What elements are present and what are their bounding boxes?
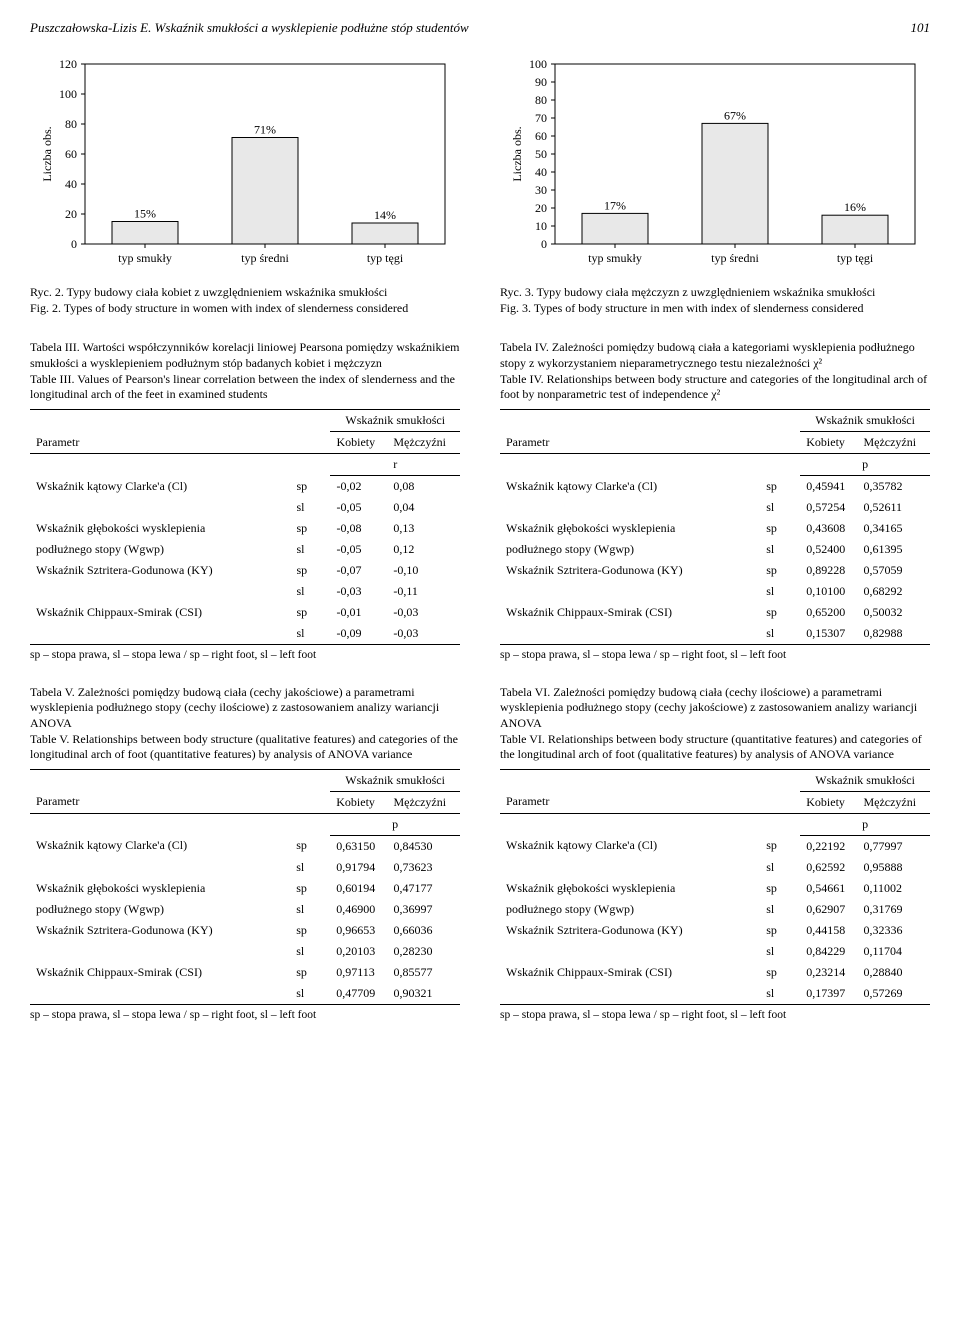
header-left: Puszczałowska-Lizis E. Wskaźnik smukłośc… — [30, 20, 469, 36]
svg-text:14%: 14% — [374, 208, 396, 222]
page-header: Puszczałowska-Lizis E. Wskaźnik smukłośc… — [30, 20, 930, 36]
svg-text:80: 80 — [65, 117, 77, 131]
fig3-pl: Ryc. 3. Typy budowy ciała mężczyzn z uwz… — [500, 284, 930, 300]
tables-row-1: Tabela III. Wartości współczynników kore… — [30, 340, 930, 660]
svg-text:0: 0 — [71, 237, 77, 251]
svg-text:typ tęgi: typ tęgi — [367, 251, 404, 265]
chart-svg-left: 0 20 40 60 80 100 120 Liczba obs. 15% typ smukły 7… — [30, 54, 460, 274]
chart-svg-right: 0 10 20 30 40 50 60 70 80 90 100 Liczba obs. 17% typ … — [500, 54, 930, 274]
svg-text:71%: 71% — [254, 123, 276, 137]
table6-block: Tabela VI. Zależności pomiędzy budową ci… — [500, 685, 930, 1021]
table4-block: Tabela IV. Zależności pomiędzy budową ci… — [500, 340, 930, 660]
table5: Wskaźnik smukłościParametrKobietyMężczyź… — [30, 769, 460, 1005]
svg-text:10: 10 — [535, 219, 547, 233]
svg-text:Liczba obs.: Liczba obs. — [40, 126, 54, 181]
svg-text:typ średni: typ średni — [711, 251, 759, 265]
svg-text:67%: 67% — [724, 108, 746, 122]
table3-footnote: sp – stopa prawa, sl – stopa lewa / sp –… — [30, 649, 460, 661]
table4-caption: Tabela IV. Zależności pomiędzy budową ci… — [500, 340, 930, 402]
header-right: 101 — [911, 20, 931, 36]
table6-caption-en: Table VI. Relationships between body str… — [500, 732, 922, 762]
tables-row-2: Tabela V. Zależności pomiędzy budową cia… — [30, 685, 930, 1021]
table3-block: Tabela III. Wartości współczynników kore… — [30, 340, 460, 660]
chart-fig3: 0 10 20 30 40 50 60 70 80 90 100 Liczba obs. 17% typ … — [500, 54, 930, 316]
svg-text:20: 20 — [535, 201, 547, 215]
svg-text:120: 120 — [59, 57, 77, 71]
table5-footnote: sp – stopa prawa, sl – stopa lewa / sp –… — [30, 1009, 460, 1021]
svg-text:60: 60 — [535, 129, 547, 143]
table5-caption-pl: Tabela V. Zależności pomiędzy budową cia… — [30, 685, 439, 730]
svg-text:typ smukły: typ smukły — [588, 251, 642, 265]
table6-caption-pl: Tabela VI. Zależności pomiędzy budową ci… — [500, 685, 917, 730]
svg-text:typ smukły: typ smukły — [118, 251, 172, 265]
table4: Wskaźnik smukłościParametrKobietyMężczyź… — [500, 409, 930, 645]
table3: Wskaźnik smukłościParametrKobietyMężczyź… — [30, 409, 460, 645]
svg-text:60: 60 — [65, 147, 77, 161]
table6: Wskaźnik smukłościParametrKobietyMężczyź… — [500, 769, 930, 1005]
svg-text:100: 100 — [59, 87, 77, 101]
svg-text:40: 40 — [535, 165, 547, 179]
fig2-pl: Ryc. 2. Typy budowy ciała kobiet z uwzgl… — [30, 284, 460, 300]
table3-caption-pl: Tabela III. Wartości współczynników kore… — [30, 340, 460, 370]
chart-fig2: 0 20 40 60 80 100 120 Liczba obs. 15% typ smukły 7… — [30, 54, 460, 316]
table4-caption-pl: Tabela IV. Zależności pomiędzy budową ci… — [500, 340, 915, 370]
svg-text:30: 30 — [535, 183, 547, 197]
svg-text:17%: 17% — [604, 198, 626, 212]
svg-text:20: 20 — [65, 207, 77, 221]
svg-text:15%: 15% — [134, 207, 156, 221]
svg-text:0: 0 — [541, 237, 547, 251]
table5-caption: Tabela V. Zależności pomiędzy budową cia… — [30, 685, 460, 763]
fig3-en: Fig. 3. Types of body structure in men w… — [500, 300, 930, 316]
table5-caption-en: Table V. Relationships between body stru… — [30, 732, 458, 762]
svg-text:90: 90 — [535, 75, 547, 89]
table4-footnote: sp – stopa prawa, sl – stopa lewa / sp –… — [500, 649, 930, 661]
fig2-en: Fig. 2. Types of body structure in women… — [30, 300, 460, 316]
svg-text:40: 40 — [65, 177, 77, 191]
table6-caption: Tabela VI. Zależności pomiędzy budową ci… — [500, 685, 930, 763]
fig2-caption: Ryc. 2. Typy budowy ciała kobiet z uwzgl… — [30, 284, 460, 316]
svg-text:typ tęgi: typ tęgi — [837, 251, 874, 265]
table4-caption-en: Table IV. Relationships between body str… — [500, 372, 927, 402]
svg-text:Liczba obs.: Liczba obs. — [510, 126, 524, 181]
charts-row: 020406080100120Liczba obs.15%typ smukły7… — [30, 54, 930, 316]
table6-footnote: sp – stopa prawa, sl – stopa lewa / sp –… — [500, 1009, 930, 1021]
svg-text:100: 100 — [529, 57, 547, 71]
table5-block: Tabela V. Zależności pomiędzy budową cia… — [30, 685, 460, 1021]
table3-caption: Tabela III. Wartości współczynników kore… — [30, 340, 460, 402]
svg-text:70: 70 — [535, 111, 547, 125]
svg-text:80: 80 — [535, 93, 547, 107]
svg-text:50: 50 — [535, 147, 547, 161]
svg-text:16%: 16% — [844, 200, 866, 214]
table3-caption-en: Table III. Values of Pearson's linear co… — [30, 372, 455, 402]
fig3-caption: Ryc. 3. Typy budowy ciała mężczyzn z uwz… — [500, 284, 930, 316]
svg-text:typ średni: typ średni — [241, 251, 289, 265]
